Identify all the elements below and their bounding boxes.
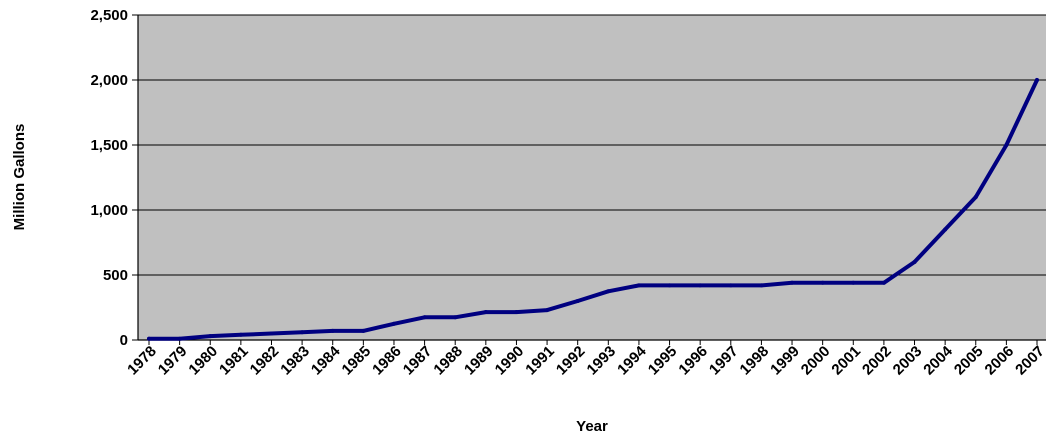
data-point [238, 332, 243, 337]
data-point [973, 195, 978, 199]
x-tick-label: 1978 [124, 343, 160, 379]
x-tick-label: 2004 [920, 342, 956, 378]
x-tick-label: 1998 [737, 343, 773, 379]
data-point [300, 330, 305, 335]
y-axis-ticks: 0 500 1,000 1,500 2,000 2,500 [90, 7, 138, 349]
data-point [667, 283, 672, 288]
data-point [636, 283, 641, 288]
data-point [881, 280, 886, 285]
y-tick-label: 500 [103, 267, 128, 284]
x-tick-label: 1993 [584, 343, 620, 379]
data-point [422, 315, 427, 320]
x-tick-label: 2002 [859, 343, 895, 379]
x-tick-label: 1987 [400, 343, 436, 379]
x-tick-label: 1980 [185, 343, 221, 379]
x-tick-label: 1983 [277, 343, 313, 379]
x-tick-label: 1994 [614, 342, 650, 378]
data-point [483, 310, 488, 315]
data-point [177, 336, 182, 341]
data-point [1004, 143, 1009, 147]
data-point [269, 331, 274, 336]
data-point [545, 308, 550, 313]
x-tick-label: 1995 [645, 343, 681, 379]
data-point [514, 310, 519, 315]
data-point [851, 280, 856, 285]
x-tick-label: 2007 [1012, 343, 1046, 379]
x-tick-label: 1999 [767, 343, 803, 379]
data-point [361, 328, 366, 333]
data-point [820, 280, 825, 285]
data-point [759, 283, 764, 288]
x-tick-label: 1981 [216, 343, 252, 379]
gridlines [137, 14, 1046, 341]
y-tick-label: 1,000 [90, 202, 128, 219]
x-tick-label: 1988 [430, 343, 466, 379]
data-point [391, 321, 396, 326]
x-tick-label: 2005 [951, 343, 987, 379]
x-tick-label: 1996 [675, 343, 711, 379]
x-tick-label: 2003 [890, 343, 926, 379]
x-tick-label: 1990 [492, 343, 528, 379]
plot-area [138, 15, 1046, 340]
y-tick-label: 2,000 [90, 72, 128, 89]
data-point [943, 227, 948, 232]
data-point [453, 315, 458, 320]
data-point [1035, 78, 1039, 82]
y-axis-title: Million Gallons [11, 124, 28, 231]
x-tick-label: 2000 [798, 343, 834, 379]
data-point [208, 334, 213, 339]
x-tick-label: 1989 [461, 343, 497, 379]
x-tick-label: 1982 [247, 343, 283, 379]
data-point [147, 336, 151, 341]
x-tick-label: 1986 [369, 343, 405, 379]
series-group [147, 78, 1039, 341]
x-tick-label: 2006 [982, 343, 1018, 379]
series-line [147, 78, 1039, 341]
x-axis-title: Year [576, 418, 608, 435]
y-tick-label: 2,500 [90, 7, 128, 24]
x-tick-label: 1984 [308, 342, 344, 378]
y-tick-label: 1,500 [90, 137, 128, 154]
x-tick-label: 2001 [828, 343, 864, 379]
x-tick-label: 1992 [553, 343, 589, 379]
data-point [575, 299, 580, 303]
data-point [790, 280, 795, 285]
data-point [912, 260, 917, 264]
data-point [728, 283, 733, 288]
data-point [606, 289, 611, 294]
x-tick-label: 1997 [706, 343, 742, 379]
y-tick-label: 0 [120, 332, 128, 349]
x-tick-label: 1985 [339, 343, 375, 379]
x-tick-label: 1991 [522, 343, 558, 379]
data-point [330, 328, 335, 333]
x-axis-ticks: 1978197919801981198219831984198519861987… [124, 340, 1046, 378]
data-point [698, 283, 703, 288]
x-tick-label: 1979 [155, 343, 191, 379]
